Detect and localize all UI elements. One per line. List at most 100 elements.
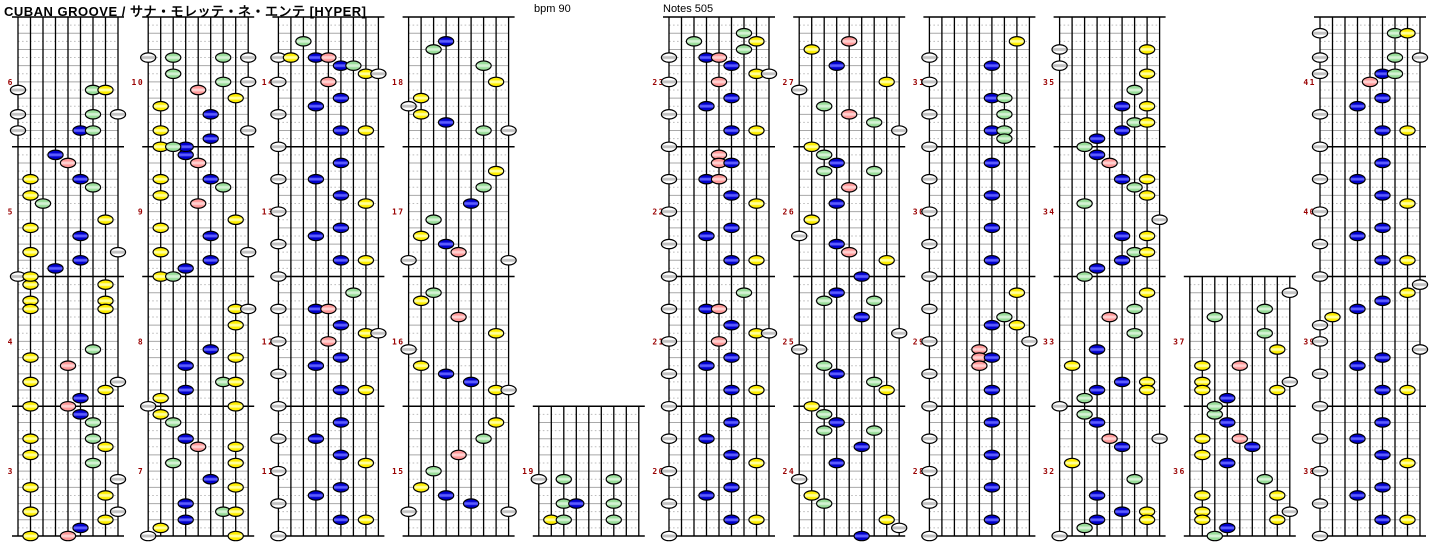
note-yellow: [22, 400, 39, 412]
note-blue: [332, 482, 350, 493]
note-green: [84, 433, 102, 444]
note-white: [1311, 173, 1329, 185]
note-blue: [1088, 490, 1106, 501]
note-yellow: [1324, 311, 1341, 323]
note-white: [1311, 109, 1329, 120]
note-yellow: [803, 400, 820, 412]
note-blue: [1374, 125, 1391, 136]
note-green: [345, 60, 362, 71]
note-yellow: [152, 246, 169, 258]
note-blue: [1244, 441, 1261, 453]
note-blue: [1113, 506, 1131, 517]
note-blue: [177, 498, 194, 509]
note-white: [400, 254, 417, 266]
note-green: [1256, 327, 1274, 339]
note-white: [1311, 336, 1329, 347]
note-green: [1126, 181, 1143, 193]
note-green: [816, 149, 833, 161]
chart-column-11: 38 39 40 41: [1303, 16, 1429, 542]
note-yellow: [97, 84, 114, 96]
note-white: [921, 238, 938, 250]
note-white: [921, 465, 938, 477]
note-red: [59, 400, 77, 412]
note-blue: [1088, 133, 1106, 144]
note-blue: [1113, 125, 1131, 136]
note-blue: [698, 360, 715, 372]
note-blue: [723, 384, 740, 396]
measure-number: 38: [1303, 467, 1316, 476]
note-green: [1256, 303, 1274, 315]
note-white: [1281, 506, 1299, 517]
note-green: [1126, 327, 1143, 339]
note-blue: [1349, 173, 1366, 185]
note-green: [816, 425, 833, 436]
note-white: [1311, 433, 1329, 444]
note-blue: [177, 433, 194, 444]
note-yellow: [97, 441, 114, 453]
note-yellow: [487, 165, 505, 177]
note-blue: [698, 490, 715, 501]
note-green: [214, 76, 232, 88]
note-green: [1256, 473, 1274, 485]
note-green: [555, 473, 573, 485]
note-green: [866, 165, 883, 177]
note-blue: [723, 190, 740, 201]
measure-number: 29: [913, 337, 926, 346]
note-yellow: [152, 100, 169, 112]
note-white: [921, 530, 938, 542]
note-green: [475, 125, 492, 136]
note-white: [500, 384, 517, 396]
note-white: [1311, 498, 1329, 509]
note-yellow: [357, 198, 375, 209]
note-white: [139, 530, 157, 542]
note-white: [1311, 271, 1329, 282]
note-yellow: [1399, 254, 1416, 266]
note-white: [270, 498, 287, 509]
note-white: [660, 530, 678, 542]
note-yellow: [1008, 287, 1026, 299]
note-green: [1076, 198, 1093, 209]
note-green: [605, 473, 623, 485]
note-red: [320, 76, 337, 88]
note-yellow: [1399, 27, 1416, 39]
note-green: [84, 109, 102, 120]
note-blue: [1113, 441, 1131, 453]
note-yellow: [152, 173, 169, 185]
note-blue: [72, 230, 89, 242]
note-blue: [1374, 449, 1391, 461]
note-blue: [1088, 384, 1106, 396]
note-red: [320, 303, 337, 315]
note-yellow: [97, 384, 114, 396]
note-white: [270, 530, 287, 542]
note-green: [735, 287, 753, 299]
note-yellow: [227, 482, 244, 493]
measure-number: 32: [1043, 467, 1056, 476]
note-blue: [307, 360, 325, 372]
note-red: [710, 336, 728, 347]
note-blue: [1374, 254, 1391, 266]
note-blue: [853, 530, 870, 542]
note-blue: [332, 92, 350, 104]
note-green: [866, 376, 883, 388]
note-yellow: [803, 44, 820, 55]
note-white: [1311, 319, 1329, 331]
note-blue: [828, 417, 845, 428]
note-blue: [332, 254, 350, 266]
note-white: [1151, 433, 1168, 444]
note-red: [1361, 76, 1379, 88]
note-blue: [72, 409, 89, 420]
measure-number: 5: [8, 208, 14, 217]
chart-column-8: 28 29 30 31: [913, 16, 1038, 542]
note-blue: [202, 473, 219, 485]
note-yellow: [1138, 44, 1156, 55]
note-yellow: [22, 449, 39, 461]
chart-column-2: 7 8 9 10: [132, 16, 257, 542]
note-green: [816, 165, 833, 177]
note-green: [1206, 400, 1224, 412]
note-green: [1206, 311, 1224, 323]
note-yellow: [1138, 230, 1156, 242]
note-blue: [723, 157, 740, 169]
note-white: [660, 498, 678, 509]
note-blue: [723, 482, 740, 493]
measure-number: 18: [392, 78, 405, 87]
